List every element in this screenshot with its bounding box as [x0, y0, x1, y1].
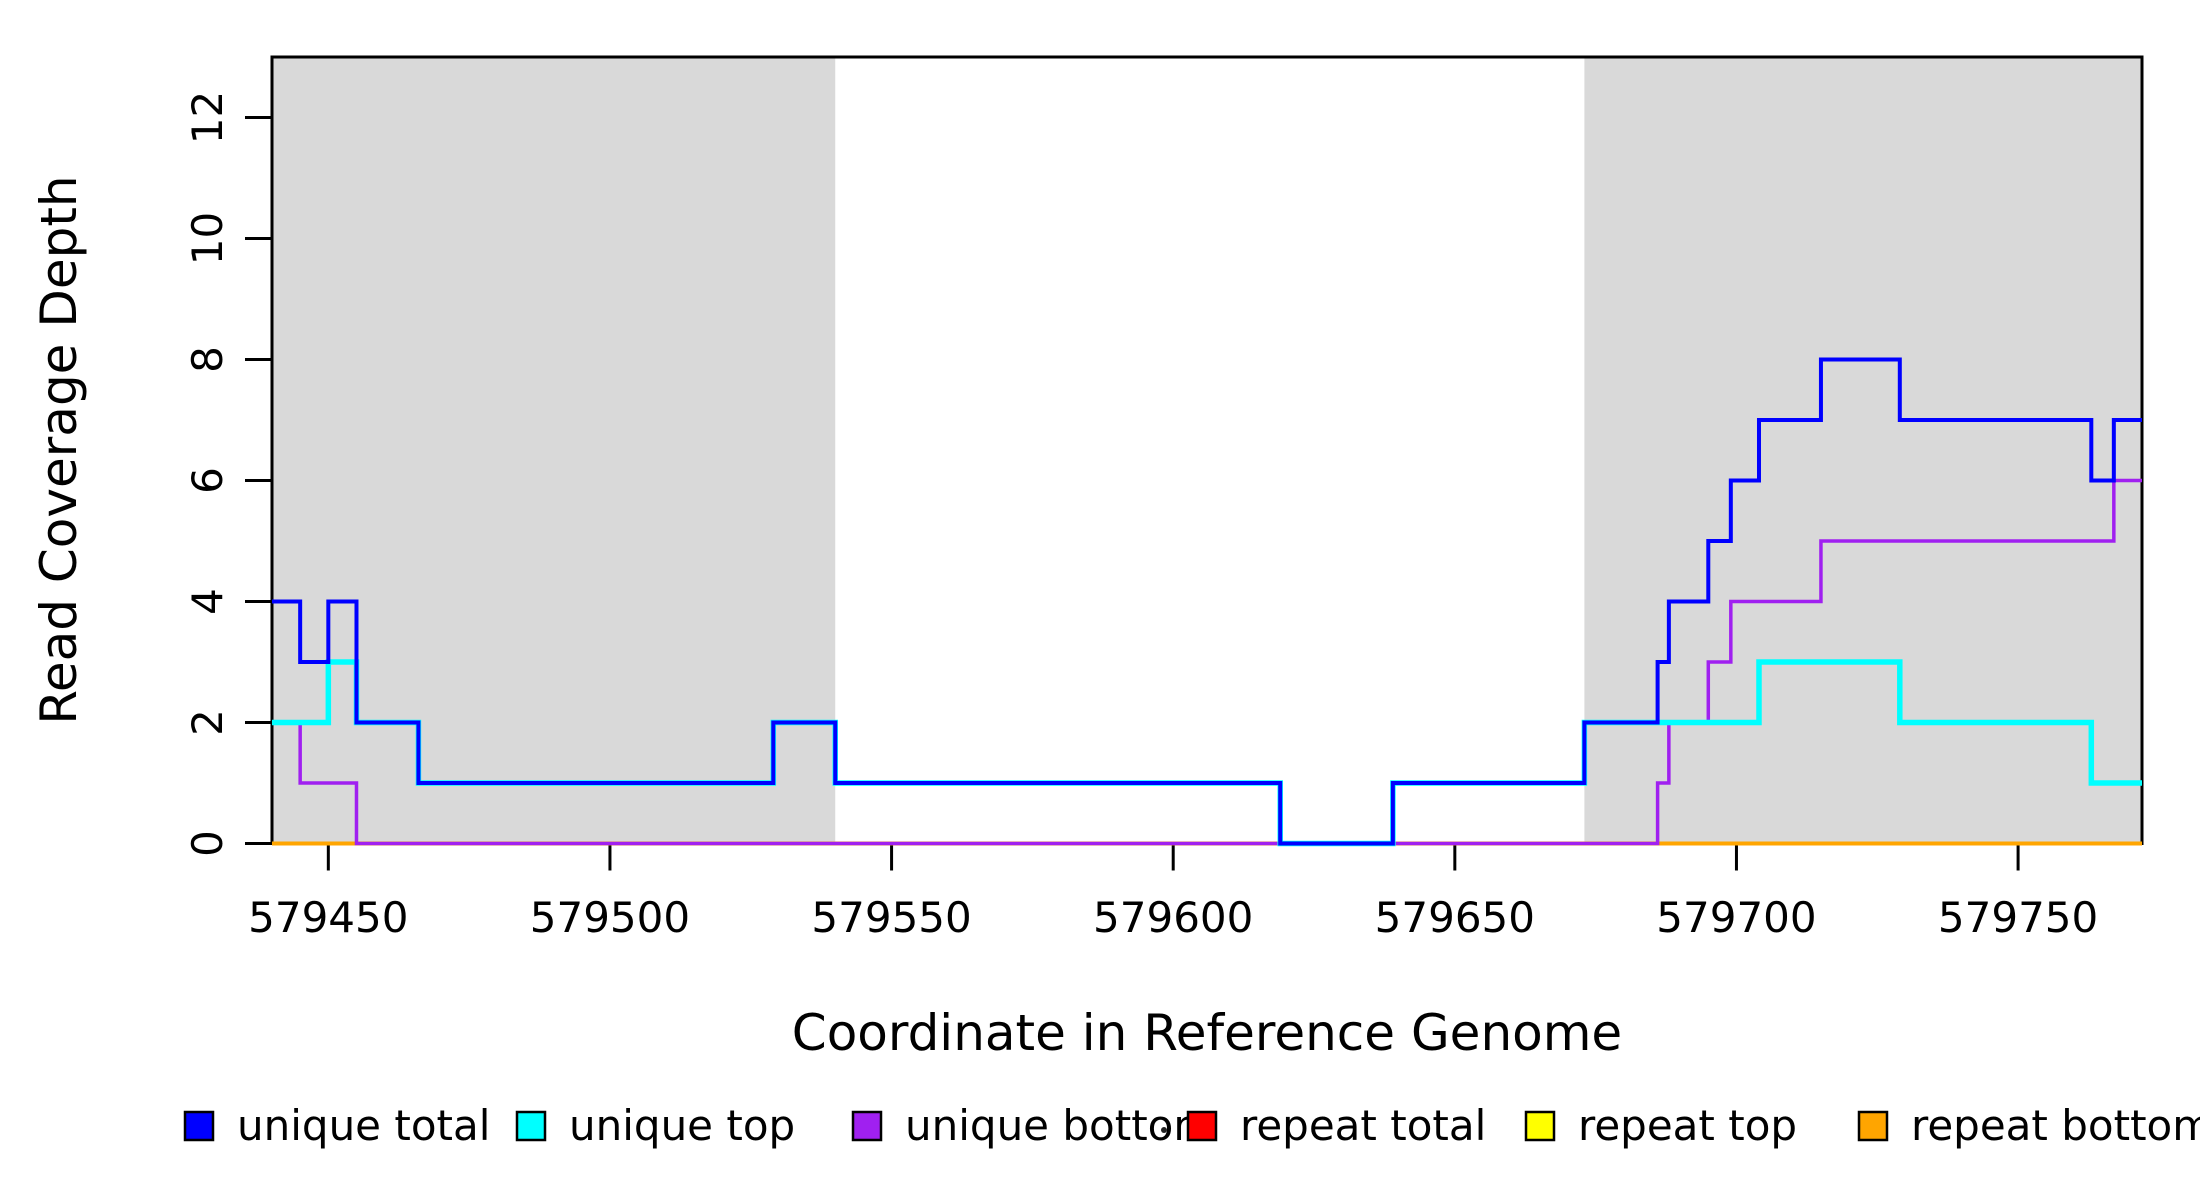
- x-axis-title: Coordinate in Reference Genome: [792, 1004, 1622, 1062]
- x-axis-tick-label: 579750: [1938, 893, 2098, 942]
- legend-swatch-repeat-bottom: [1857, 1110, 1889, 1142]
- chart-generated-content: 579450 579500 579550 579600 579650 579700 5797…: [183, 55, 2200, 1150]
- legend-label-repeat-bottom: repeat bottom: [1911, 1101, 2200, 1150]
- legend-label-unique-total: unique total: [237, 1101, 490, 1150]
- y-axis-tick-label: 2: [183, 709, 232, 736]
- legend-swatch-unique-total: [183, 1110, 215, 1142]
- x-axis-tick-label: 579500: [530, 893, 690, 942]
- legend-label-repeat-top: repeat top: [1578, 1101, 1797, 1150]
- x-axis-tick-label: 579450: [248, 893, 408, 942]
- legend-swatch-repeat-total: [1186, 1110, 1218, 1142]
- y-axis-tick-label: 4: [183, 588, 232, 615]
- legend-swatch-repeat-top: [1524, 1110, 1556, 1142]
- y-axis-tick-label: 8: [183, 346, 232, 373]
- shaded-region: [272, 57, 836, 844]
- legend-label-repeat-total: repeat total: [1240, 1101, 1486, 1150]
- y-axis-tick-label: 6: [183, 467, 232, 494]
- stray-dot: [1161, 1127, 1167, 1133]
- series-unique-total: [272, 357, 2142, 846]
- shaded-region: [1584, 57, 2142, 844]
- y-axis-tick-label: 0: [183, 830, 232, 857]
- x-axis-tick-label: 579550: [811, 893, 971, 942]
- legend-swatch-unique-bottom: [851, 1110, 883, 1142]
- y-axis-tick-label: 12: [183, 91, 232, 144]
- legend-swatch-unique-top: [515, 1110, 547, 1142]
- x-axis-tick-label: 579650: [1375, 893, 1535, 942]
- legend-label-unique-top: unique top: [569, 1101, 795, 1150]
- y-axis-title: Read Coverage Depth: [30, 175, 88, 724]
- x-axis-tick-label: 579700: [1656, 893, 1816, 942]
- x-axis-tick-label: 579600: [1093, 893, 1253, 942]
- y-axis-tick-label: 10: [183, 212, 232, 265]
- legend-label-unique-bottom: unique bottom: [905, 1101, 1214, 1150]
